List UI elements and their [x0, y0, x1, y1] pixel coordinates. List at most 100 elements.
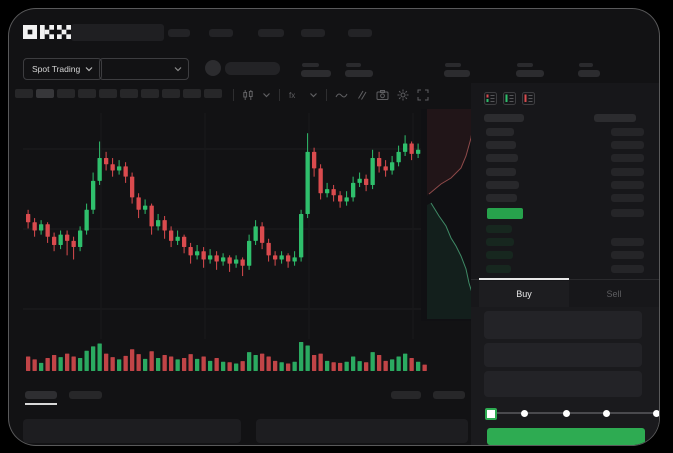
settings-gear-icon[interactable]: [397, 89, 409, 101]
tab-buy[interactable]: Buy: [479, 281, 569, 307]
active-tab-indicator: [479, 278, 569, 280]
bid-row-price-placeholder[interactable]: [486, 238, 514, 247]
toolbar-divider: [326, 89, 327, 101]
slider-stop-4[interactable]: [602, 409, 610, 417]
drawing-tools-icon[interactable]: [356, 89, 368, 101]
market-type-selector[interactable]: Spot Trading: [23, 58, 103, 80]
slider-stop-3[interactable]: [562, 409, 570, 417]
ask-row-price-placeholder[interactable]: [486, 194, 517, 202]
stat-value-placeholder-1: [301, 70, 331, 77]
chevron-down-icon: [85, 67, 93, 72]
nav-item-placeholder-4[interactable]: [301, 29, 325, 37]
nav-item-placeholder-2[interactable]: [209, 29, 233, 37]
total-input-placeholder[interactable]: [484, 371, 642, 397]
candle-style-icon[interactable]: [242, 89, 254, 101]
chevron-down-icon: [174, 67, 182, 72]
bid-row-amount-placeholder[interactable]: [611, 238, 644, 247]
bid-row-price-placeholder[interactable]: [486, 225, 512, 233]
chevron-down-icon[interactable]: [309, 89, 318, 101]
stat-value-placeholder-3: [444, 70, 470, 77]
last-price-amount-placeholder: [611, 209, 644, 217]
slider-handle[interactable]: [485, 408, 497, 420]
bid-row-amount-placeholder[interactable]: [611, 264, 644, 273]
candlestick-chart[interactable]: [23, 113, 427, 339]
ask-row-price-placeholder[interactable]: [486, 141, 516, 150]
depth-chart[interactable]: [421, 109, 479, 321]
ask-row-amount-placeholder[interactable]: [611, 141, 644, 150]
nav-item-placeholder-1[interactable]: [168, 29, 190, 37]
app-window: Spot Trading fx Buy Sell: [8, 8, 660, 446]
book-combined-icon[interactable]: [484, 92, 497, 105]
camera-icon[interactable]: [376, 89, 389, 101]
chart-toolbar-icons: fx: [229, 89, 433, 101]
ask-row-amount-placeholder[interactable]: [611, 167, 644, 176]
ask-row-price-placeholder[interactable]: [486, 180, 519, 189]
book-header-price-placeholder: [484, 114, 524, 122]
timeframe-chip-10[interactable]: [204, 89, 222, 98]
book-header-amount-placeholder: [594, 114, 636, 122]
stat-value-placeholder-2: [345, 70, 373, 77]
bottom-block-1: [23, 419, 241, 443]
search-placeholder[interactable]: [71, 24, 164, 41]
stat-label-placeholder-4: [517, 63, 533, 67]
timeframe-chip-5[interactable]: [99, 89, 117, 98]
timeframe-chip-7[interactable]: [141, 89, 159, 98]
timeframe-chip-8[interactable]: [162, 89, 180, 98]
fullscreen-icon[interactable]: [417, 89, 429, 101]
slider-stop-2[interactable]: [520, 409, 528, 417]
book-view-toggles: [484, 92, 535, 105]
stat-label-placeholder-2: [346, 63, 361, 67]
timeframe-chip-1[interactable]: [15, 89, 33, 98]
bid-row-price-placeholder[interactable]: [486, 264, 511, 273]
ask-row-price-placeholder[interactable]: [486, 128, 514, 136]
market-type-label: Spot Trading: [32, 64, 81, 74]
stat-value-placeholder-5: [578, 70, 600, 77]
ask-row-price-placeholder[interactable]: [486, 167, 516, 176]
nav-item-placeholder-3[interactable]: [258, 29, 284, 37]
toolbar-divider: [279, 89, 280, 101]
pair-avatar: [205, 60, 221, 76]
stat-value-placeholder-4: [516, 70, 544, 77]
bid-row-amount-placeholder[interactable]: [611, 251, 644, 260]
ask-row-amount-placeholder[interactable]: [611, 194, 644, 202]
amount-input-placeholder[interactable]: [484, 343, 642, 367]
bottom-tab-underline: [25, 403, 57, 405]
bottom-block-2: [256, 419, 468, 443]
ask-row-amount-placeholder[interactable]: [611, 154, 644, 163]
price-input-placeholder[interactable]: [484, 311, 642, 339]
timeframe-chip-9[interactable]: [183, 89, 201, 98]
bottom-action-placeholder-2[interactable]: [433, 391, 465, 399]
timeframe-chip-3[interactable]: [57, 89, 75, 98]
sell-tab-label: Sell: [606, 289, 622, 299]
indicators-icon[interactable]: fx: [288, 89, 301, 101]
volume-chart: [26, 342, 427, 371]
ask-row-price-placeholder[interactable]: [486, 154, 518, 163]
ask-row-amount-placeholder[interactable]: [611, 128, 644, 136]
okx-logo[interactable]: [23, 25, 72, 39]
timeframe-chip-4[interactable]: [78, 89, 96, 98]
toolbar-divider: [233, 89, 234, 101]
book-bids-icon[interactable]: [503, 92, 516, 105]
timeframe-chip-6[interactable]: [120, 89, 138, 98]
bid-row-price-placeholder[interactable]: [486, 251, 513, 260]
stat-label-placeholder-1: [302, 63, 319, 67]
slider-stop-5[interactable]: [652, 409, 659, 417]
pair-selector[interactable]: [99, 58, 189, 80]
buy-submit-button[interactable]: [487, 428, 645, 445]
book-asks-icon[interactable]: [522, 92, 535, 105]
amount-slider-track[interactable]: [490, 412, 656, 414]
ask-row-amount-placeholder[interactable]: [611, 180, 644, 189]
line-tool-icon[interactable]: [335, 89, 348, 101]
nav-item-placeholder-5[interactable]: [348, 29, 372, 37]
timeframe-chip-2[interactable]: [36, 89, 54, 98]
bottom-tab-active-placeholder[interactable]: [25, 391, 57, 399]
bottom-tab-placeholder[interactable]: [69, 391, 102, 399]
last-price-badge[interactable]: [487, 208, 523, 219]
buy-tab-label: Buy: [516, 289, 532, 299]
timeframe-bar: [15, 89, 225, 98]
bottom-action-placeholder-1[interactable]: [391, 391, 421, 399]
svg-text:fx: fx: [289, 91, 295, 100]
pair-name-placeholder: [225, 62, 280, 75]
chevron-down-icon[interactable]: [262, 89, 271, 101]
tab-sell[interactable]: Sell: [569, 281, 659, 307]
